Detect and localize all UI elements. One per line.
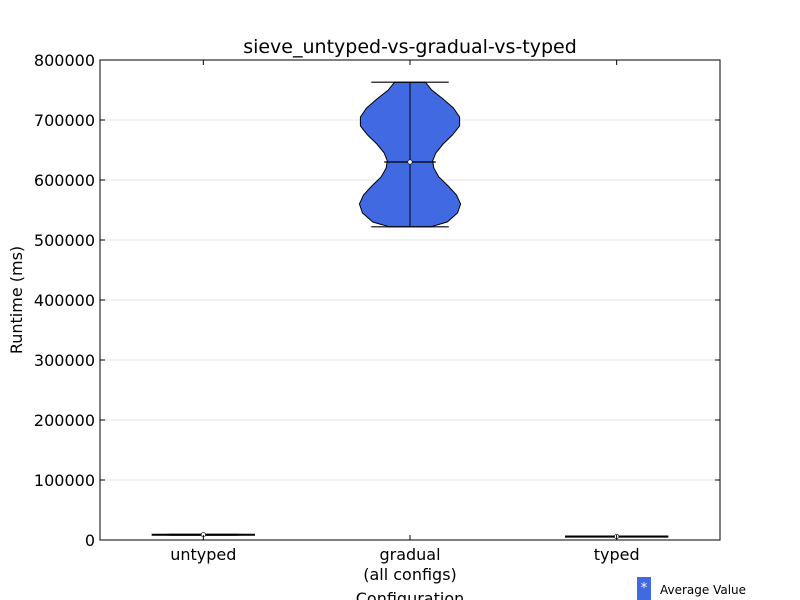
- legend-marker: *: [641, 581, 648, 596]
- y-tick-label: 800000: [34, 51, 95, 70]
- y-tick-label: 100000: [34, 471, 95, 490]
- average-value-marker: [407, 159, 413, 165]
- y-tick-label: 0: [85, 531, 95, 550]
- axes: 0 100000 200000 300000 400000 500000 600000 700…: [34, 51, 720, 584]
- x-tick-label: gradual: [379, 545, 440, 564]
- y-tick-label: 400000: [34, 291, 95, 310]
- y-tick-label: 200000: [34, 411, 95, 430]
- x-tick-label: (all configs): [363, 565, 457, 584]
- y-tick-label: 700000: [34, 111, 95, 130]
- legend-label: Average Value: [660, 583, 746, 597]
- violins: [151, 81, 669, 540]
- x-tick-label: untyped: [170, 545, 236, 564]
- y-axis-label: Runtime (ms): [7, 246, 26, 354]
- y-tick-label: 500000: [34, 231, 95, 250]
- legend: * Average Value: [637, 577, 746, 600]
- y-tick-label: 300000: [34, 351, 95, 370]
- legend-swatch: [637, 577, 651, 600]
- x-tick-label: typed: [594, 545, 640, 564]
- y-tick-label: 600000: [34, 171, 95, 190]
- x-axis-label: Configuration: [356, 589, 465, 600]
- chart-title: sieve_untyped-vs-gradual-vs-typed: [243, 36, 577, 58]
